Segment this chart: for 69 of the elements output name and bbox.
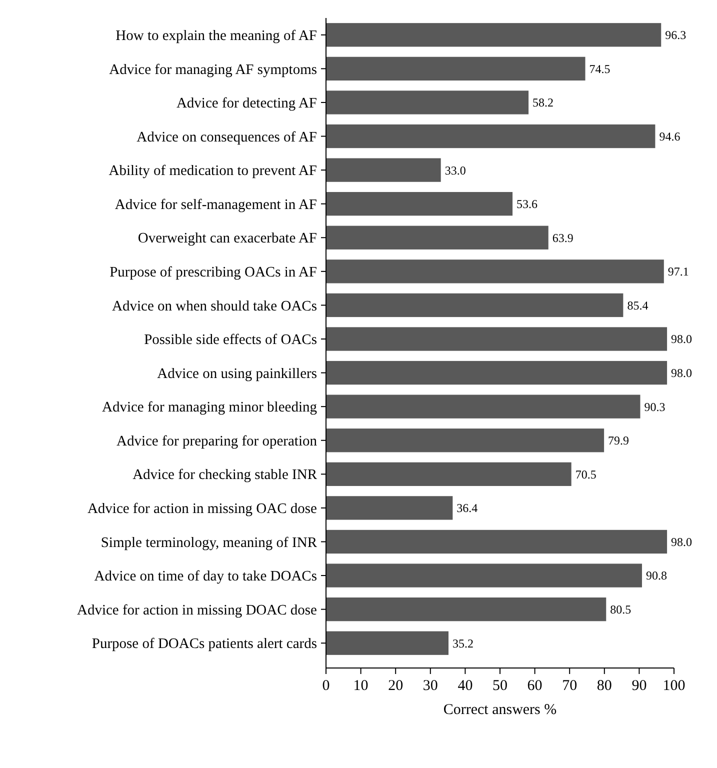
bar: [326, 23, 662, 47]
y-tick-label: Advice for preparing for operation: [116, 433, 318, 450]
bar: [326, 462, 572, 486]
bar: [326, 158, 441, 182]
y-tick-label: Advice for detecting AF: [176, 96, 317, 112]
y-tick-label: Advice for managing AF symptoms: [109, 62, 318, 78]
x-tick-label: 60: [527, 678, 542, 694]
bar: [326, 260, 664, 284]
bar: [326, 631, 448, 655]
data-label: 85.4: [627, 298, 648, 312]
data-label: 36.4: [456, 501, 478, 516]
x-tick-label: 50: [492, 678, 508, 694]
data-label: 98.0: [671, 534, 692, 549]
x-tick-label: 80: [596, 678, 612, 694]
y-tick-label: Purpose of prescribing OACs in AF: [110, 264, 317, 280]
y-tick-label: Advice on consequences of AF: [136, 129, 317, 146]
y-tick-label: Overweight can exacerbate AF: [138, 230, 317, 247]
bar: [326, 124, 656, 148]
y-tick-label: Advice for action in missing OAC dose: [87, 501, 317, 518]
y-tick-label: Purpose of DOACs patients alert cards: [92, 636, 318, 652]
y-tick-label: Advice on when should take OACs: [112, 298, 318, 314]
data-label: 94.6: [659, 129, 680, 144]
data-label: 35.2: [452, 636, 474, 650]
bar: [326, 597, 606, 622]
x-tick-label: 10: [353, 678, 368, 694]
data-label: 98.0: [671, 332, 692, 346]
data-label: 63.9: [552, 230, 574, 245]
bar: [326, 327, 668, 351]
bar: [326, 394, 640, 418]
bar: [326, 56, 586, 81]
y-tick-label: Advice for managing minor bleeding: [102, 400, 317, 416]
data-label: 58.2: [532, 96, 554, 110]
y-tick-label: How to explain the meaning of AF: [116, 28, 317, 44]
y-tick-label: Simple terminology, meaning of INR: [100, 534, 318, 551]
y-tick-label: Advice for self-management in AF: [114, 196, 317, 213]
data-label: 80.5: [610, 602, 632, 617]
y-tick-label: Ability of medication to prevent AF: [108, 163, 317, 180]
x-tick-label: 20: [388, 678, 404, 694]
bar: [326, 293, 624, 318]
y-tick-label: Advice for checking stable INR: [132, 467, 318, 484]
bar: [326, 564, 642, 588]
data-label: 79.9: [608, 434, 630, 448]
bar: [326, 530, 668, 554]
x-tick-label: 0: [322, 678, 330, 694]
y-tick-label: Advice for action in missing DOAC dose: [76, 602, 317, 618]
x-tick-label: 30: [422, 678, 438, 694]
bar: [326, 428, 604, 452]
bar: [326, 90, 529, 114]
x-tick-label: 90: [632, 678, 647, 694]
data-label: 74.5: [589, 62, 610, 76]
data-label: 97.1: [668, 264, 689, 279]
data-label: 33.0: [444, 163, 466, 178]
data-label: 96.3: [665, 28, 686, 42]
y-tick-label: Advice on using painkillers: [157, 366, 318, 382]
data-label: 53.6: [516, 197, 538, 212]
data-label: 90.3: [644, 400, 666, 414]
bar: [326, 192, 513, 216]
y-tick-label: Advice on time of day to take DOACs: [94, 568, 318, 585]
y-tick-label: Possible side effects of OACs: [144, 332, 318, 348]
x-tick-label: 40: [458, 678, 473, 694]
x-axis-title: Correct answers %: [443, 702, 557, 718]
bar: [326, 496, 453, 520]
data-label: 90.8: [646, 568, 667, 583]
x-tick-label: 70: [562, 678, 578, 694]
x-tick-label: 100: [662, 678, 686, 694]
bar: [326, 360, 668, 385]
data-label: 70.5: [575, 467, 596, 482]
data-label: 98.0: [671, 366, 692, 380]
bar: [326, 226, 548, 250]
